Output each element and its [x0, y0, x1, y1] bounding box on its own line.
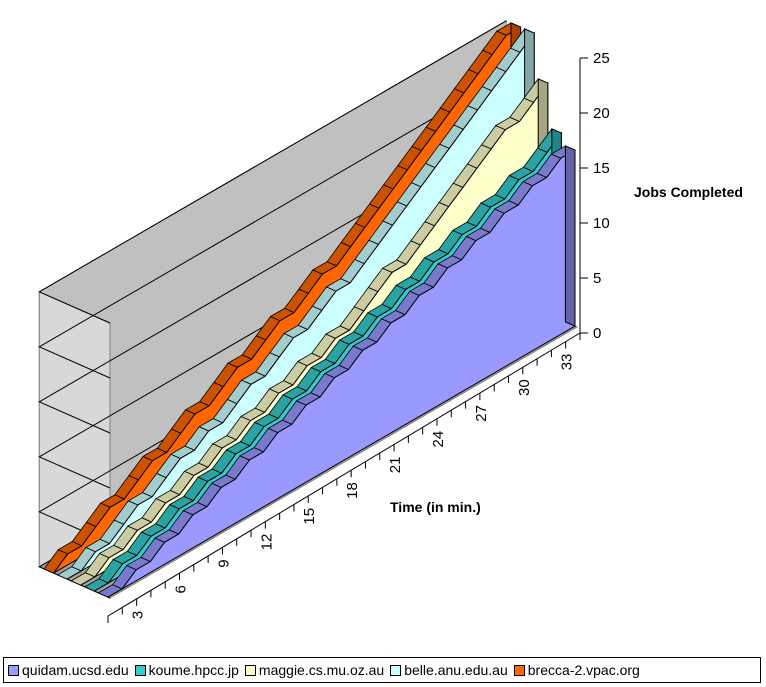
legend-swatch	[244, 664, 256, 676]
legend-swatch	[513, 664, 525, 676]
legend-item-4: belle.anu.edu.au	[390, 662, 508, 678]
y-tick-label: 5	[593, 270, 601, 287]
x-tick-label: 12	[258, 534, 275, 551]
y-tick-label: 25	[593, 50, 610, 67]
series-1-end-cap	[564, 145, 576, 327]
x-tick-label: 33	[559, 354, 576, 371]
x-tick-label: 9	[215, 559, 232, 567]
legend-swatch	[390, 664, 402, 676]
x-tick-label: 18	[344, 482, 361, 499]
x-tick-label: 3	[130, 611, 147, 619]
series-1	[97, 145, 576, 598]
x-tick-label: 15	[301, 508, 318, 525]
legend-label: belle.anu.edu.au	[404, 662, 508, 678]
series-layer	[43, 22, 576, 598]
x-tick-label: 24	[430, 431, 447, 448]
series-1-area	[107, 149, 576, 598]
y-tick-label: 15	[593, 160, 610, 177]
y-tick-label: 10	[593, 215, 610, 232]
x-tick-label: 27	[473, 405, 490, 422]
chart-plot: 0 5 10 15 20 25 3 6 9 12 15 18 21 24 27 30 33 Jobs Compl…	[38, 19, 743, 623]
gridline-15	[38, 130, 507, 434]
legend-swatch	[134, 664, 146, 676]
legend-label: brecca-2.vpac.org	[527, 662, 640, 678]
legend-item-3: maggie.cs.mu.oz.au	[244, 662, 385, 678]
gridline-25	[38, 20, 507, 324]
axes-layer: 0 5 10 15 20 25 3 6 9 12 15 18 21 24 27 30 33	[107, 50, 610, 623]
x-axis-title: Time (in min.)	[390, 499, 481, 515]
legend-label: maggie.cs.mu.oz.au	[258, 662, 385, 678]
legend-item-5: brecca-2.vpac.org	[513, 662, 640, 678]
y-axis-title: Jobs Completed	[634, 184, 743, 200]
x-tick-label: 21	[387, 457, 404, 474]
legend-label: koume.hpcc.jp	[148, 662, 239, 678]
x-tick-label: 6	[173, 585, 190, 593]
y-tick-label: 0	[593, 325, 601, 342]
gridline-20	[38, 75, 507, 379]
legend-item-1: quidam.ucsd.edu	[8, 662, 129, 678]
legend-item-2: koume.hpcc.jp	[134, 662, 239, 678]
x-axis-line	[107, 332, 581, 617]
legend-label: quidam.ucsd.edu	[22, 662, 129, 678]
legend-swatch	[8, 664, 19, 676]
legend: quidam.ucsd.edu koume.hpcc.jp maggie.cs.mu…	[3, 657, 761, 683]
x-tick-label: 30	[516, 379, 533, 396]
y-tick-label: 20	[593, 105, 610, 122]
